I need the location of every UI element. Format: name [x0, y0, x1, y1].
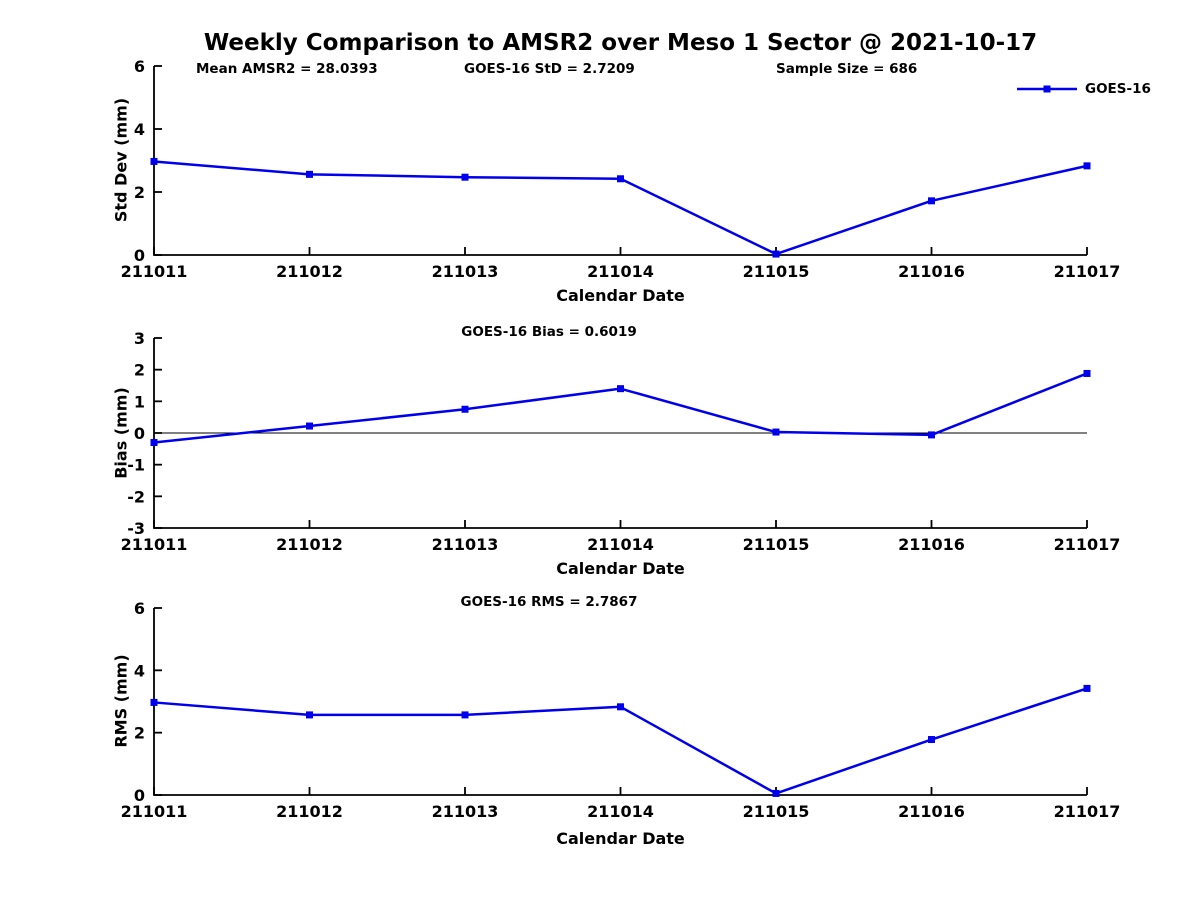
y-tick-label: -2: [127, 487, 145, 506]
x-tick-label: 211016: [898, 262, 965, 281]
x-tick-label: 211013: [432, 802, 499, 821]
annotation-mean-amsr2: Mean AMSR2 = 28.0393: [196, 61, 378, 77]
series-marker: [928, 736, 935, 744]
x-tick-label: 211014: [587, 802, 654, 821]
y-tick-label: 3: [134, 329, 145, 348]
legend: GOES-16: [1016, 81, 1151, 97]
series-marker: [306, 170, 313, 178]
series-marker: [306, 422, 313, 430]
x-tick-label: 211011: [121, 802, 188, 821]
axis-spines: [153, 608, 1087, 796]
rms-x-axis-label: Calendar Date: [556, 829, 685, 848]
series-marker: [1083, 684, 1091, 692]
annotation-goes16-std: GOES-16 StD = 2.7209: [464, 61, 635, 77]
x-tick-label: 211017: [1054, 262, 1121, 281]
y-tick-label: 4: [134, 661, 145, 680]
series-marker: [928, 431, 935, 439]
axis-spines: [153, 66, 1087, 256]
series-marker: [617, 703, 624, 711]
series-marker: [1083, 162, 1091, 170]
y-tick-label: 2: [134, 361, 145, 380]
y-tick-label: 0: [134, 424, 145, 443]
y-tick-label: 0: [134, 246, 145, 265]
series-marker: [772, 789, 780, 797]
series-marker: [461, 405, 469, 413]
x-tick-label: 211017: [1054, 535, 1121, 554]
bias-chart-subtitle: GOES-16 Bias = 0.6019: [461, 324, 637, 340]
series-marker: [461, 711, 469, 719]
bias-x-axis-label: Calendar Date: [556, 559, 685, 578]
series-marker: [461, 173, 469, 181]
stddev-x-axis-label: Calendar Date: [556, 286, 685, 305]
x-tick-label: 211013: [432, 535, 499, 554]
x-tick-label: 211015: [743, 262, 810, 281]
series-marker: [928, 197, 935, 205]
series-marker: [150, 439, 158, 446]
series-marker: [617, 385, 624, 393]
series-marker: [1083, 369, 1091, 377]
y-tick-label: 4: [134, 120, 145, 139]
y-tick-label: -3: [127, 519, 145, 538]
figure-title: Weekly Comparison to AMSR2 over Meso 1 S…: [203, 30, 1038, 56]
y-tick-label: 1: [134, 392, 145, 411]
rms-chart-subtitle: GOES-16 RMS = 2.7867: [460, 594, 638, 610]
y-tick-label: -1: [127, 456, 145, 475]
y-tick-label: 2: [134, 724, 145, 743]
series-marker: [150, 698, 158, 706]
legend-line-sample-icon: [1017, 85, 1077, 93]
y-tick-label: 0: [134, 786, 145, 805]
x-tick-label: 211011: [121, 262, 188, 281]
annotation-sample-size: Sample Size = 686: [776, 61, 918, 77]
y-tick-label: 6: [134, 599, 145, 618]
y-tick-label: 6: [134, 57, 145, 76]
series-marker: [306, 711, 313, 719]
x-tick-label: 211012: [276, 535, 343, 554]
series-marker: [150, 157, 158, 165]
legend-marker-icon: [1043, 85, 1051, 93]
series-marker: [617, 175, 624, 183]
x-tick-label: 211013: [432, 262, 499, 281]
x-tick-label: 211011: [121, 535, 188, 554]
x-tick-label: 211014: [587, 535, 654, 554]
x-tick-label: 211012: [276, 802, 343, 821]
series-line: [153, 372, 1088, 444]
series-marker: [772, 250, 780, 258]
y-tick-label: 2: [134, 183, 145, 202]
series-marker: [772, 428, 780, 436]
x-tick-label: 211016: [898, 535, 965, 554]
x-tick-label: 211016: [898, 802, 965, 821]
x-tick-label: 211017: [1054, 802, 1121, 821]
x-tick-label: 211014: [587, 262, 654, 281]
x-tick-label: 211015: [743, 535, 810, 554]
x-tick-label: 211015: [743, 802, 810, 821]
legend-label: GOES-16: [1085, 81, 1151, 97]
x-tick-label: 211012: [276, 262, 343, 281]
